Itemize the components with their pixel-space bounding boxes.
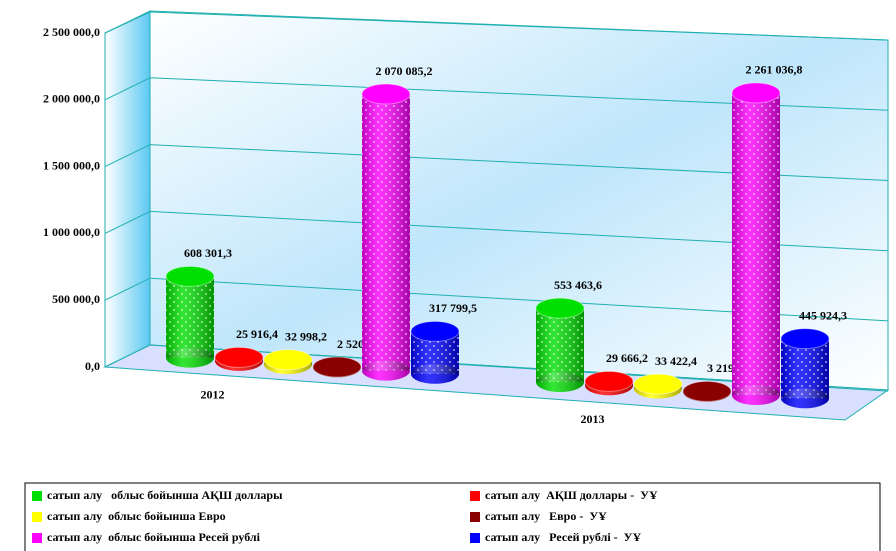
- y-tick-label: 2 500 000,0: [43, 25, 100, 39]
- y-tick-label: 500 000,0: [52, 292, 100, 306]
- cylinder-top: [410, 320, 460, 342]
- value-label: 317 799,5: [429, 301, 477, 315]
- legend-swatch: [470, 491, 480, 501]
- value-label: 553 463,6: [554, 278, 602, 292]
- cylinder-bottom-shade: [781, 388, 829, 409]
- grid-line: [104, 144, 889, 181]
- legend-label: сатып алу АҚШ доллары - УҰ: [485, 488, 658, 502]
- cylinder-top: [361, 83, 411, 105]
- y-tick-label: 2 000 000,0: [43, 92, 100, 106]
- x-tick-label: 2012: [201, 387, 225, 401]
- cylinder-bottom-shade: [732, 384, 780, 405]
- cylinder-bottom-shade: [166, 347, 214, 368]
- value-label: 2 070 085,2: [376, 64, 433, 78]
- cylinder-dots: [166, 276, 214, 358]
- y-tick-label: 1 000 000,0: [43, 225, 100, 239]
- y-tick-label: 1 500 000,0: [43, 158, 100, 172]
- cylinder-top: [535, 297, 585, 319]
- legend-swatch: [470, 533, 480, 543]
- legend-swatch: [470, 512, 480, 522]
- cylinder-bottom-shade: [536, 372, 584, 393]
- legend-label: сатып алу облыс бойынша Ресей рублі: [47, 530, 261, 544]
- cylinder-bottom-shade: [411, 363, 459, 384]
- side-wall: [104, 11, 151, 368]
- value-label: 608 301,3: [184, 246, 232, 260]
- value-label: 445 924,3: [799, 308, 847, 322]
- cylinder-dots: [362, 94, 410, 371]
- legend: [24, 482, 881, 551]
- value-label: 32 998,2: [285, 329, 327, 343]
- cylinder-top: [584, 370, 634, 392]
- x-tick-label: 2013: [581, 412, 605, 426]
- cylinder-dots: [732, 92, 780, 395]
- grid-line: [104, 77, 889, 111]
- cylinder-top: [731, 82, 781, 104]
- legend-swatch: [32, 512, 42, 522]
- legend-label: сатып алу Евро - УҰ: [485, 509, 607, 523]
- cylinder-top: [165, 265, 215, 287]
- grid-line: [104, 10, 889, 41]
- cylinder-top: [214, 346, 264, 368]
- value-label: 2 261 036,8: [746, 63, 803, 77]
- grid-line: [104, 210, 889, 252]
- cylinder-top: [780, 328, 830, 350]
- grid-line: [104, 277, 889, 322]
- cylinder-bottom-shade: [362, 360, 410, 381]
- y-tick-label: 0,0: [85, 359, 100, 373]
- legend-label: сатып алу облыс бойынша Евро: [47, 509, 226, 523]
- grid-line: [104, 344, 889, 392]
- legend-swatch: [32, 491, 42, 501]
- cylinder-dots: [536, 308, 584, 383]
- value-label: 33 422,4: [655, 354, 697, 368]
- value-label: 25 916,4: [236, 327, 278, 341]
- legend-swatch: [32, 533, 42, 543]
- cylinder-top: [682, 380, 732, 402]
- cylinder-top: [633, 373, 683, 395]
- legend-label: сатып алу облыс бойынша АҚШ доллары: [47, 488, 283, 502]
- cylinder-top: [263, 349, 313, 371]
- cylinder-top: [312, 356, 362, 378]
- legend-label: сатып алу Ресей рублі - УҰ: [485, 530, 641, 544]
- value-label: 29 666,2: [606, 351, 648, 365]
